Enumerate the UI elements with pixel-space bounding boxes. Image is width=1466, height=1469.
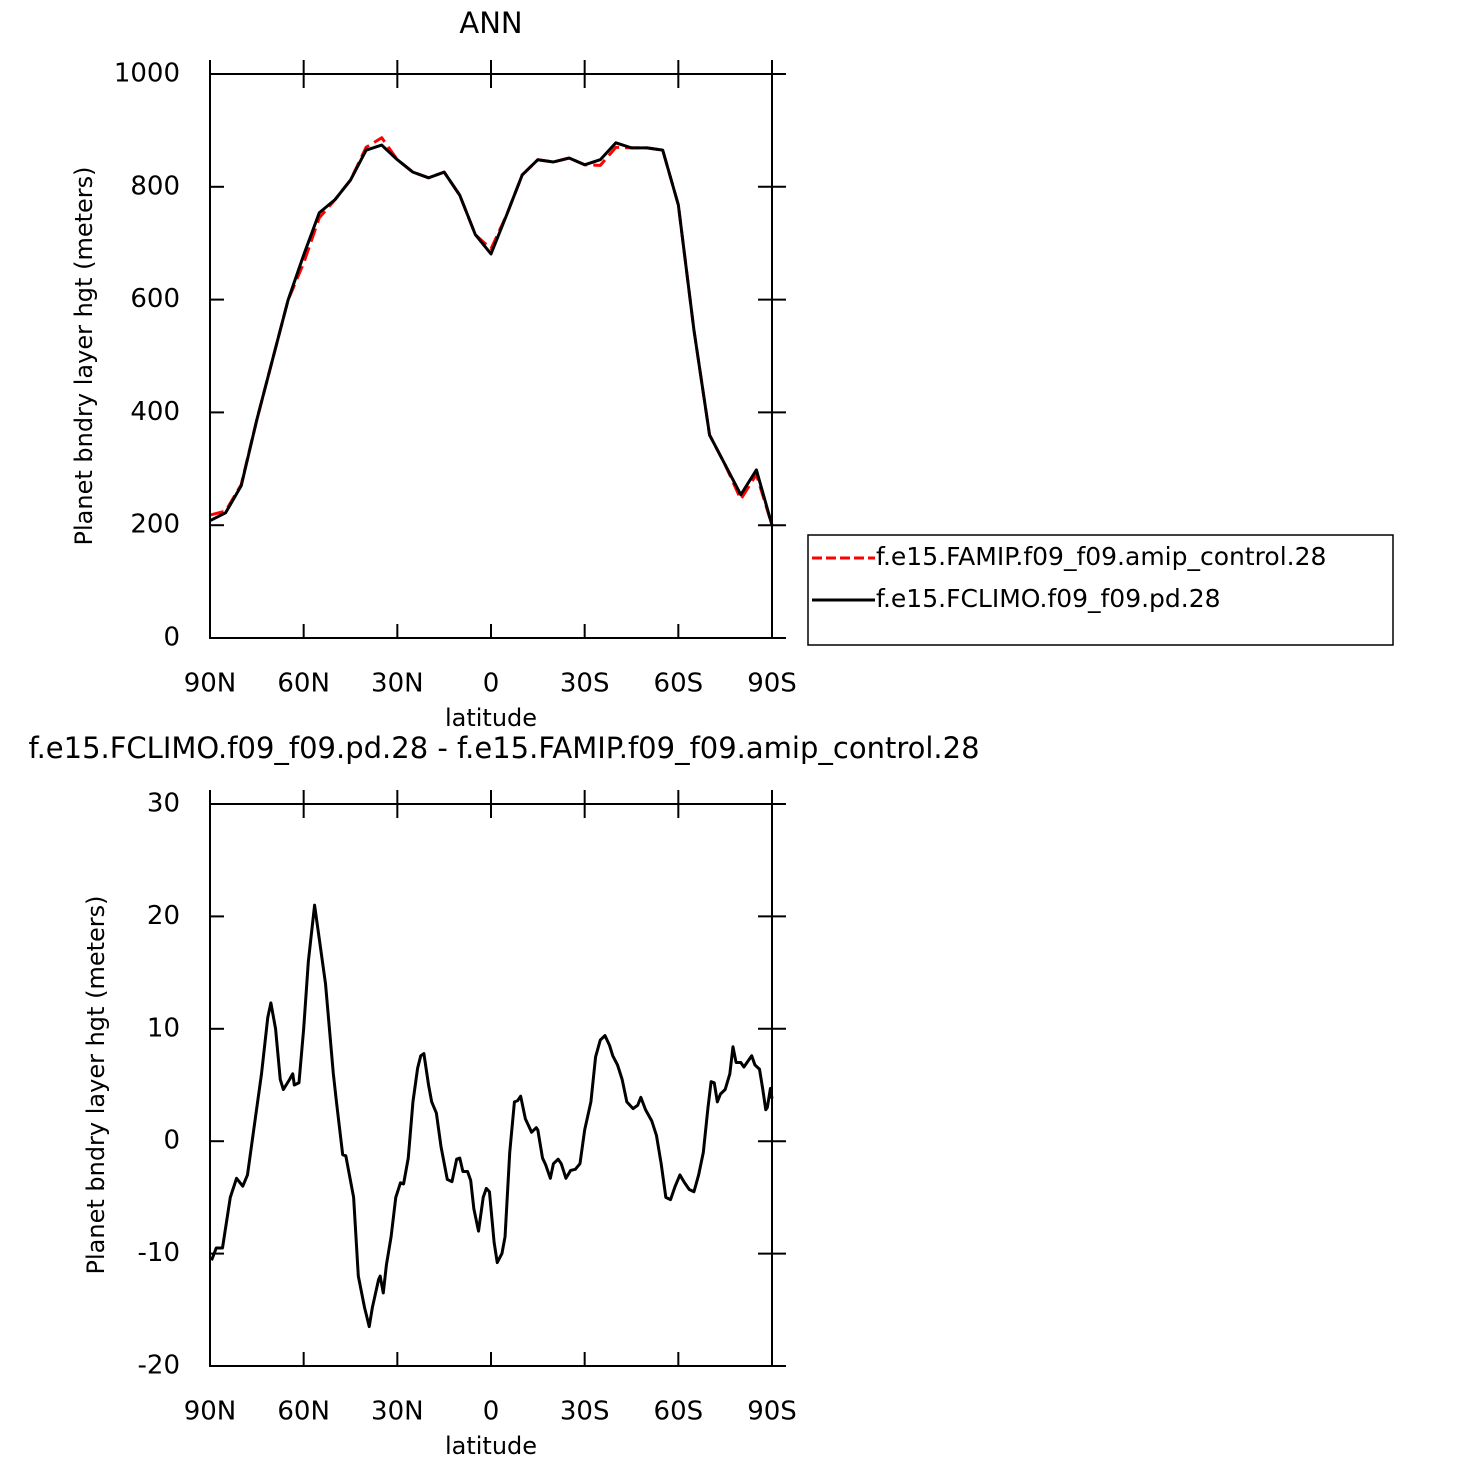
x-tick-label: 30N [371, 1397, 424, 1427]
chart-title: ANN [459, 6, 522, 40]
plot-frame [209, 803, 773, 1367]
y-tick-label: 1000 [114, 59, 180, 89]
legend-label: f.e15.FAMIP.f09_f09.amip_control.28 [876, 542, 1326, 571]
x-axis-label: latitude [445, 704, 537, 732]
legend-label: f.e15.FCLIMO.f09_f09.pd.28 [876, 584, 1221, 613]
x-tick-label: 30S [560, 669, 610, 699]
x-tick-label: 90S [747, 1397, 797, 1427]
y-tick-label: 800 [130, 171, 180, 201]
x-tick-label: 90N [184, 669, 237, 699]
x-tick-label: 60S [654, 1397, 704, 1427]
data-line [210, 903, 774, 1329]
x-tick-label: 60S [654, 669, 704, 699]
y-tick-label: -10 [138, 1238, 180, 1268]
data-line [209, 141, 774, 526]
y-tick-label: 30 [147, 789, 180, 819]
x-axis-label: latitude [445, 1432, 537, 1460]
x-tick-label: 0 [483, 1397, 500, 1427]
y-tick-label: 0 [163, 623, 180, 653]
x-tick-label: 60N [277, 1397, 330, 1427]
y-tick-label: 600 [130, 284, 180, 314]
y-axis-label: Planet bndry layer hgt (meters) [70, 167, 98, 546]
legend-box [807, 534, 1394, 646]
x-tick-label: 90S [747, 669, 797, 699]
x-tick-label: 30S [560, 1397, 610, 1427]
y-tick-label: 20 [147, 901, 180, 931]
y-tick-label: 200 [130, 510, 180, 540]
chart-title: f.e15.FCLIMO.f09_f09.pd.28 - f.e15.FAMIP… [28, 731, 979, 765]
plot-frame [209, 73, 773, 639]
x-tick-label: 0 [483, 669, 500, 699]
y-tick-label: 400 [130, 397, 180, 427]
data-line [209, 136, 774, 526]
x-tick-label: 30N [371, 669, 424, 699]
y-tick-label: 0 [163, 1126, 180, 1156]
x-tick-label: 90N [184, 1397, 237, 1427]
y-tick-label: -20 [138, 1351, 180, 1381]
y-axis-label: Planet bndry layer hgt (meters) [82, 896, 110, 1275]
y-tick-label: 10 [147, 1013, 180, 1043]
x-tick-label: 60N [277, 669, 330, 699]
